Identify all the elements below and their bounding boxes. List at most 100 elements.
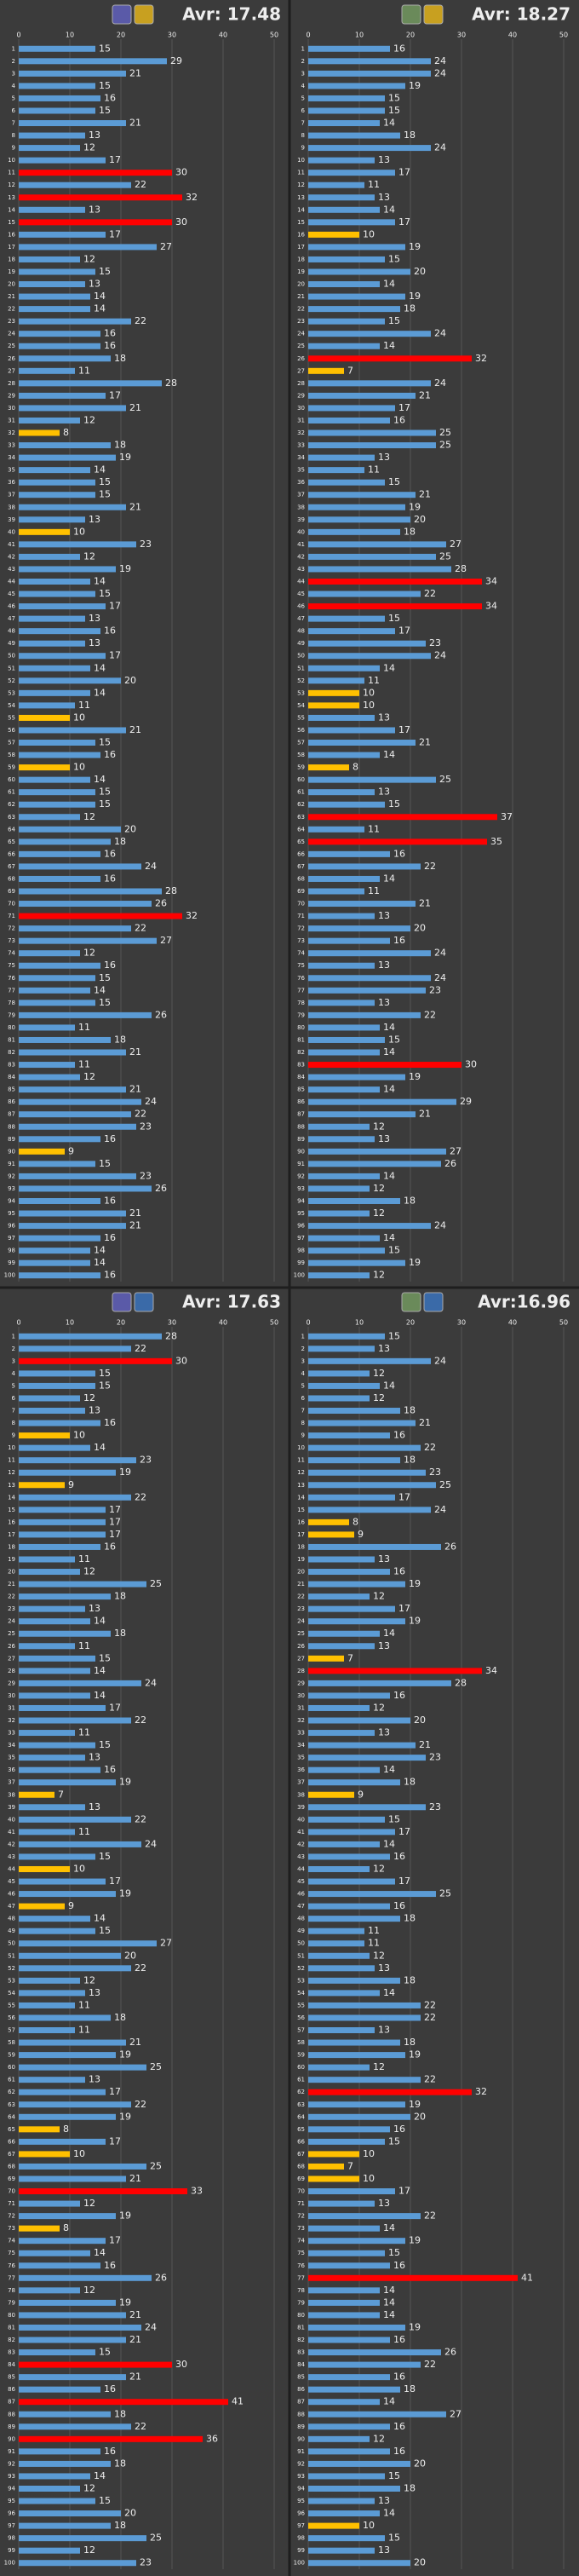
bar xyxy=(308,1593,370,1600)
row-label: 27 xyxy=(8,367,15,374)
row-label: 13 xyxy=(8,194,15,201)
value-label: 12 xyxy=(373,1702,385,1713)
row-label: 72 xyxy=(8,2213,15,2220)
bar xyxy=(308,182,364,188)
bar xyxy=(19,1507,106,1513)
bar xyxy=(308,901,416,908)
row-label: 23 xyxy=(8,1605,15,1612)
bar xyxy=(19,1928,95,1934)
row-label: 50 xyxy=(8,1940,15,1947)
value-label: 17 xyxy=(398,402,410,413)
value-label: 22 xyxy=(424,588,436,599)
row-label: 73 xyxy=(297,2225,305,2232)
value-label: 15 xyxy=(388,2135,400,2147)
row-label: 28 xyxy=(297,1668,305,1674)
bar xyxy=(19,1148,65,1155)
value-label: 37 xyxy=(501,811,513,822)
bar xyxy=(308,838,487,845)
value-label: 13 xyxy=(378,712,390,723)
bar xyxy=(308,219,395,226)
bar xyxy=(308,2361,421,2368)
value-label: 22 xyxy=(424,861,436,872)
row-label: 44 xyxy=(8,578,15,585)
row-label: 29 xyxy=(8,392,15,399)
bar xyxy=(308,1766,380,1773)
value-label: 12 xyxy=(83,2544,95,2556)
row-label: 86 xyxy=(8,1098,15,1105)
value-label: 22 xyxy=(135,1491,146,1502)
row-label: 15 xyxy=(8,1507,15,1513)
bar xyxy=(19,2560,136,2567)
bar xyxy=(19,925,131,932)
row-label: 28 xyxy=(8,1668,15,1674)
bar xyxy=(19,1581,146,1588)
bar xyxy=(308,1469,426,1476)
value-label: 25 xyxy=(439,1479,451,1490)
value-label: 15 xyxy=(388,476,400,487)
bar xyxy=(308,1173,380,1179)
value-label: 15 xyxy=(99,489,111,500)
x-tick-label: 0 xyxy=(306,1319,310,1327)
row-label: 58 xyxy=(297,2039,305,2046)
value-label: 21 xyxy=(129,2309,141,2320)
value-label: 17 xyxy=(109,1504,121,1515)
row-label: 80 xyxy=(297,1024,305,1031)
value-label: 17 xyxy=(109,154,121,165)
bar xyxy=(308,1370,370,1377)
bar xyxy=(19,1432,70,1439)
bar xyxy=(19,2287,80,2294)
value-label: 15 xyxy=(388,2247,400,2258)
value-label: 24 xyxy=(434,377,446,389)
bar xyxy=(19,2299,116,2306)
value-label: 16 xyxy=(104,749,116,760)
bar xyxy=(308,2423,390,2430)
bar xyxy=(19,2002,75,2008)
bar xyxy=(19,1990,85,1997)
bar xyxy=(19,1865,70,1872)
row-label: 25 xyxy=(297,343,305,349)
value-label: 23 xyxy=(429,1752,441,1763)
value-label: 25 xyxy=(439,1888,451,1899)
value-label: 14 xyxy=(383,1022,395,1033)
bar xyxy=(19,170,172,176)
value-label: 21 xyxy=(129,2371,141,2383)
value-label: 17 xyxy=(398,1491,410,1502)
row-label: 85 xyxy=(297,2374,305,2381)
value-label: 15 xyxy=(99,997,111,1008)
value-label: 34 xyxy=(485,601,497,612)
bar xyxy=(308,1482,436,1489)
row-label: 53 xyxy=(297,689,305,696)
bar xyxy=(308,132,400,139)
bar xyxy=(19,2498,95,2504)
value-label: 22 xyxy=(135,179,146,190)
row-label: 12 xyxy=(297,182,305,188)
bar xyxy=(19,45,95,52)
bar xyxy=(19,1111,131,1118)
value-label: 12 xyxy=(83,142,95,153)
row-label: 66 xyxy=(297,850,305,857)
bar xyxy=(308,566,451,573)
row-label: 7 xyxy=(301,1408,305,1415)
value-label: 22 xyxy=(424,2210,436,2222)
value-label: 22 xyxy=(424,1442,436,1453)
bar xyxy=(19,1259,90,1266)
bar xyxy=(308,405,395,412)
bar xyxy=(19,2113,116,2120)
row-label: 13 xyxy=(8,1482,15,1489)
row-label: 2 xyxy=(301,58,305,65)
row-label: 44 xyxy=(297,1865,305,1872)
row-label: 62 xyxy=(8,2089,15,2095)
bar xyxy=(19,628,100,635)
value-label: 19 xyxy=(409,80,421,91)
value-label: 21 xyxy=(129,1207,141,1219)
bar xyxy=(308,1136,375,1143)
value-label: 14 xyxy=(94,662,106,673)
row-label: 61 xyxy=(8,2077,15,2083)
value-label: 10 xyxy=(73,2148,85,2159)
value-label: 13 xyxy=(89,1603,100,1614)
value-label: 11 xyxy=(368,1925,380,1936)
bar xyxy=(308,1730,375,1737)
bar xyxy=(308,145,431,152)
row-label: 61 xyxy=(297,2077,305,2083)
row-label: 9 xyxy=(301,1432,305,1439)
